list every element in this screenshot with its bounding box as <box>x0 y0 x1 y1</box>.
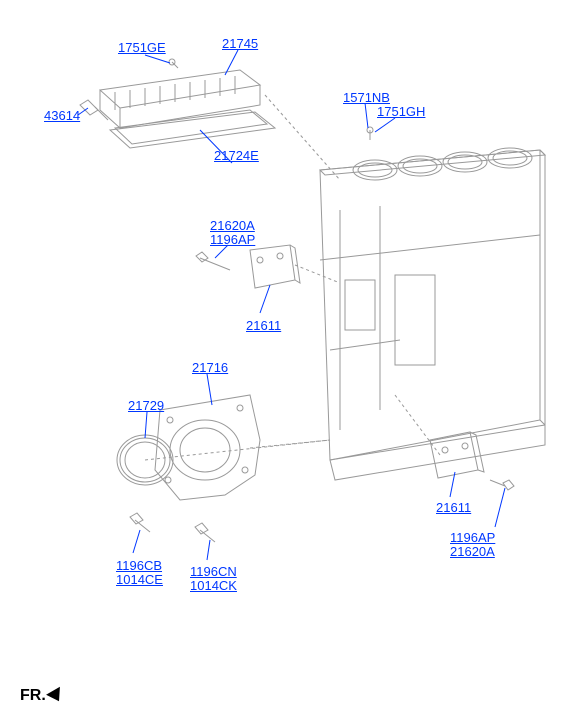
label-1571NB[interactable]: 1571NB <box>343 90 390 105</box>
label-1196CN[interactable]: 1196CN <box>190 564 237 579</box>
label-21724E[interactable]: 21724E <box>214 148 259 163</box>
bracket-21611-upper <box>250 245 300 288</box>
label-1751GH[interactable]: 1751GH <box>377 104 425 119</box>
seal-case-group <box>155 395 260 500</box>
label-1196AP[interactable]: 1196AP <box>210 232 255 247</box>
technical-diagram-svg <box>0 0 562 727</box>
label-21620A[interactable]: 21620A <box>210 218 255 233</box>
bolt-43614-group <box>80 100 108 120</box>
bolt-1196CB <box>130 513 150 532</box>
label-21611-b[interactable]: 21611 <box>436 500 471 515</box>
diagram-container: 1751GE 21745 43614 21724E 1571NB 1751GH … <box>0 0 562 727</box>
fr-arrow-icon <box>46 687 66 705</box>
fr-text: FR. <box>20 687 46 705</box>
label-21745[interactable]: 21745 <box>222 36 258 51</box>
bolt-1571NB-group <box>367 127 373 140</box>
label-43614[interactable]: 43614 <box>44 108 80 123</box>
label-21716[interactable]: 21716 <box>192 360 228 375</box>
label-1196AP-b[interactable]: 1196AP <box>450 530 495 545</box>
bolt-right-bracket <box>490 480 514 490</box>
bolt-1751GE-group <box>169 59 178 68</box>
label-1196CB[interactable]: 1196CB <box>116 558 162 573</box>
engine-block-group <box>320 148 545 480</box>
label-1751GE[interactable]: 1751GE <box>118 40 166 55</box>
label-21620A-b[interactable]: 21620A <box>450 544 495 559</box>
bolt-1196CN <box>195 523 215 542</box>
label-1014CK[interactable]: 1014CK <box>190 578 237 593</box>
fr-orientation-label: FR. <box>20 687 64 705</box>
label-1014CE[interactable]: 1014CE <box>116 572 163 587</box>
bolt-21620A-group <box>196 252 230 270</box>
label-21729[interactable]: 21729 <box>128 398 164 413</box>
label-21611-a[interactable]: 21611 <box>246 318 281 333</box>
